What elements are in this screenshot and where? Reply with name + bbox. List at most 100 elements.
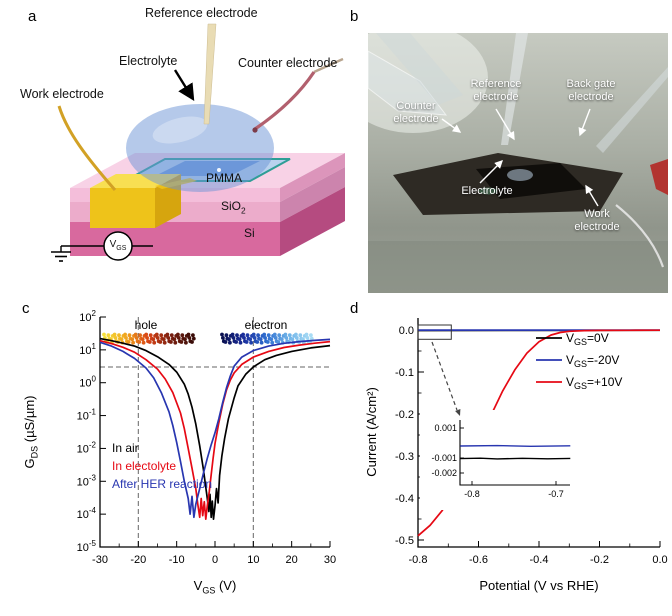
electron-dots — [230, 332, 235, 337]
y-tick-label: 10-4 — [77, 506, 97, 521]
inset-series — [460, 444, 571, 448]
hole-dots — [113, 336, 118, 340]
electron-dots — [237, 337, 242, 342]
hole-dots — [169, 333, 174, 338]
work-electrode-pad-front — [90, 188, 155, 228]
glass-holder-left — [368, 50, 448, 116]
x-tick-label: -0.8 — [409, 554, 428, 566]
counter-electrode-wire — [254, 71, 316, 131]
hole-dots — [137, 340, 142, 344]
reference-arrow — [495, 108, 515, 141]
red-object — [650, 159, 668, 195]
hole-dots — [186, 332, 191, 337]
electron-dots — [294, 336, 299, 340]
chart-tspan: =-20V — [587, 353, 619, 367]
chart-tspan: -2 — [89, 440, 97, 449]
electron-dots — [279, 337, 284, 342]
x-tick-label: 20 — [286, 554, 298, 566]
zoom-arrow — [431, 341, 458, 411]
hole-dots — [148, 333, 153, 338]
electron-dots — [266, 333, 271, 338]
electron-dots — [276, 340, 281, 344]
vgs-source-circle — [103, 231, 133, 261]
counter-electrode-label-photo: Counter electrode — [393, 100, 439, 125]
x-tick-label: 0.0 — [652, 554, 667, 566]
electron-dots — [269, 337, 274, 342]
electron-dots — [235, 333, 239, 338]
electron-dots — [301, 337, 305, 342]
electron-dots — [220, 332, 224, 337]
chart-tspan: GS — [574, 359, 587, 369]
panel-c-chart: -30 -20 -10 0 10 20 3010210110010-110-210-310-… — [22, 309, 336, 595]
y-axis-label: GDS (µS/µm) — [22, 395, 39, 468]
y-tick-label: 0.0 — [399, 325, 414, 337]
electrolyte-arrow-photo — [479, 160, 503, 184]
sio2-label-sub: 2 — [241, 205, 246, 216]
hole-dots — [117, 333, 121, 338]
y-axis-label: Current (A/cm²) — [364, 387, 379, 477]
inset-y-tick-label: 0.001 — [434, 423, 457, 433]
hole-dots — [169, 340, 173, 344]
hole-dots — [179, 340, 184, 344]
electron-dots — [231, 336, 236, 340]
hole-dots — [126, 340, 131, 344]
work-electrode-wire — [57, 105, 117, 191]
arrow-head — [455, 409, 461, 416]
hole-dots — [106, 333, 111, 338]
y-tick-label: 101 — [79, 342, 96, 357]
y-tick-label: 100 — [79, 375, 96, 390]
electron-dots — [241, 332, 246, 337]
chart-tspan: V — [566, 331, 574, 345]
electron-dots — [270, 340, 275, 345]
electrolyte-droplet — [126, 104, 274, 192]
hole-dots — [159, 333, 164, 338]
chart-tspan: -1 — [89, 408, 97, 417]
counter-electrode-label: Counter electrode — [238, 56, 338, 70]
hole-dots — [162, 340, 167, 345]
hole-dots — [127, 333, 132, 338]
electron-dots — [277, 333, 282, 338]
y-tick-label: 10-3 — [77, 473, 97, 488]
hole-dots — [147, 340, 152, 344]
hole-dots — [191, 336, 196, 341]
chart-tspan: (V) — [215, 578, 236, 593]
electron-dots — [221, 336, 225, 340]
electrolyte-label-photo: Electrolyte — [461, 185, 513, 197]
hole-dots — [141, 340, 146, 345]
vgs-label-sub: GS — [116, 245, 127, 252]
electron-dots — [309, 333, 313, 338]
hole-dots — [161, 337, 166, 342]
reference-electrode-label-photo: Reference electrode — [470, 78, 522, 103]
back-gate-probe — [596, 67, 668, 153]
electrolyte-arrow — [173, 69, 195, 102]
panel-a-letter: a — [28, 8, 37, 25]
electron-dots — [262, 332, 267, 337]
green-reflection — [479, 187, 497, 195]
electron-annotation: electron — [245, 318, 288, 332]
electron-dots — [251, 332, 256, 337]
panel-c-letter: c — [22, 300, 30, 317]
chart-tspan: GS — [574, 381, 587, 391]
hole-dots — [134, 336, 139, 340]
hole-dots — [176, 336, 181, 340]
electron-dots — [244, 340, 249, 344]
y-tick-label: -0.5 — [395, 535, 414, 547]
hole-dots — [130, 337, 135, 342]
hole-dots — [173, 340, 178, 345]
chart-tspan: =+10V — [587, 375, 622, 389]
chart-tspan: (µS/µm) — [22, 395, 37, 445]
electron-dots — [256, 333, 260, 338]
reference-electrode-rod — [203, 23, 217, 125]
electron-dots — [224, 333, 229, 338]
chart-tspan: 10 — [77, 443, 89, 455]
x-axis-label: Potential (V vs RHE) — [479, 578, 598, 593]
sio2-label-base: SiO — [221, 199, 242, 213]
legend-label-2: VGS=+10V — [566, 375, 622, 391]
inset-axes — [459, 420, 570, 486]
chart-tspan: DS — [29, 446, 39, 459]
electron-dots — [294, 332, 298, 337]
hole-dots — [145, 336, 149, 340]
chart-tspan: -3 — [89, 473, 97, 482]
x-tick-label: 0 — [212, 554, 218, 566]
x-tick-label: -0.4 — [530, 554, 549, 566]
